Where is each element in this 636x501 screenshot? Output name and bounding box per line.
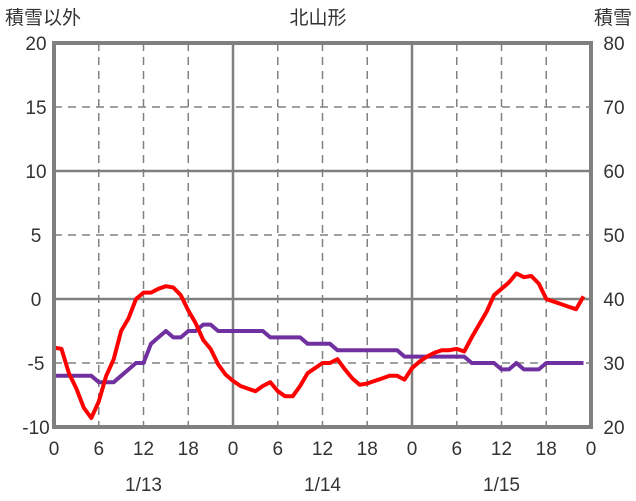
left-tick-label: 5 (31, 226, 42, 247)
left-tick-label: 20 (25, 34, 46, 55)
x-tick-label: 0 (228, 439, 239, 460)
left-tick-label: -5 (28, 354, 45, 375)
x-tick-label: 0 (586, 439, 597, 460)
right-tick-label: 30 (603, 354, 624, 375)
date-label: 1/13 (125, 475, 162, 496)
x-tick-label: 18 (536, 439, 557, 460)
right-tick-label: 40 (603, 290, 624, 311)
right-tick-label: 50 (603, 226, 624, 247)
right-tick-label: 20 (603, 418, 624, 439)
left-tick-label: 0 (31, 290, 42, 311)
x-tick-label: 12 (312, 439, 333, 460)
right-tick-label: 70 (603, 98, 624, 119)
left-axis-label: 積雪以外 (5, 7, 81, 29)
left-tick-label: 15 (25, 98, 46, 119)
date-label: 1/15 (483, 475, 520, 496)
left-tick-label: 10 (25, 162, 46, 183)
x-tick-label: 0 (407, 439, 418, 460)
x-tick-label: 12 (133, 439, 154, 460)
x-tick-label: 18 (178, 439, 199, 460)
x-tick-label: 12 (491, 439, 512, 460)
left-tick-label: -10 (22, 418, 49, 439)
x-tick-label: 6 (451, 439, 462, 460)
series-line-non-snow (53, 271, 586, 420)
x-tick-label: 6 (93, 439, 104, 460)
plot-frame (52, 41, 593, 429)
date-label: 1/14 (304, 475, 341, 496)
x-tick-label: 18 (357, 439, 378, 460)
x-tick-label: 6 (272, 439, 283, 460)
series-line-snow-depth (54, 322, 584, 385)
right-tick-label: 60 (603, 162, 624, 183)
chart-title: 北山形 (289, 7, 346, 29)
right-axis-label: 積雪 (594, 7, 632, 29)
x-tick-label: 0 (49, 439, 60, 460)
right-tick-label: 80 (603, 34, 624, 55)
